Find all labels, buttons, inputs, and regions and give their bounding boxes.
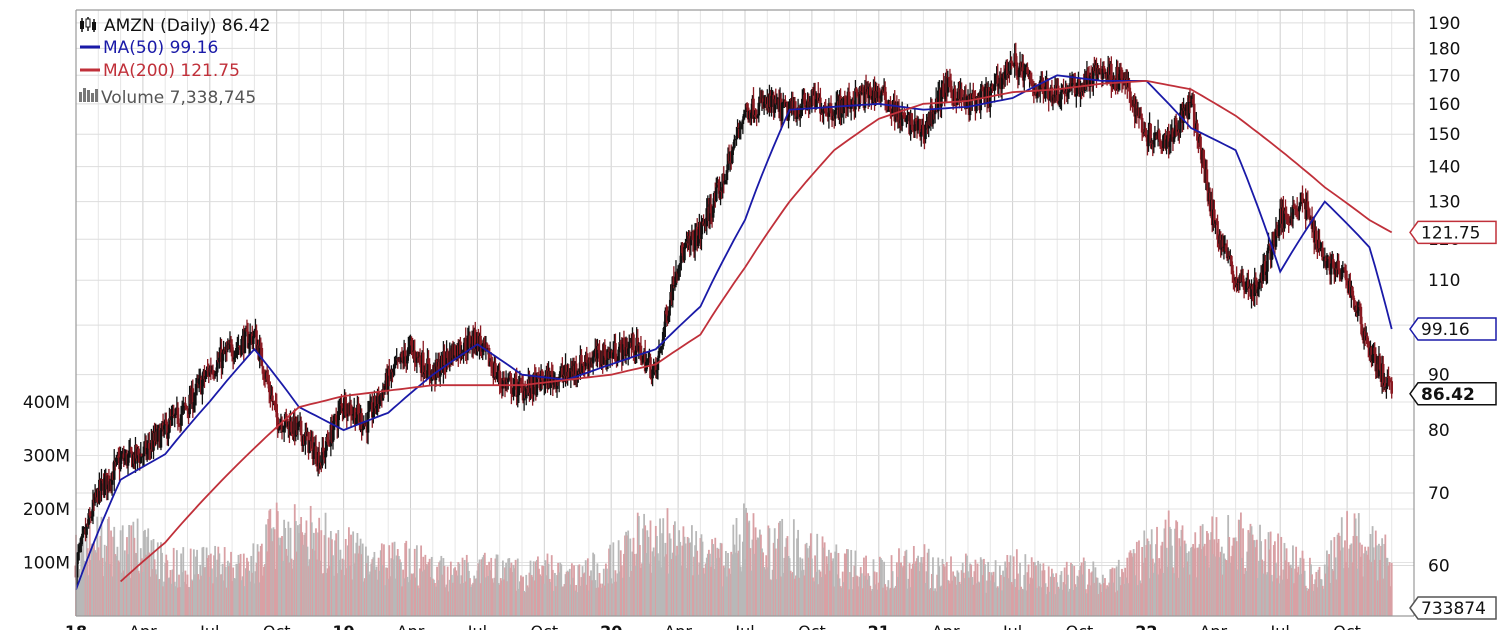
- x-tick-label: Oct: [530, 622, 558, 630]
- legend-price-value: 86.42: [222, 16, 271, 36]
- price-tick-label: 60: [1428, 557, 1450, 577]
- volume-bar: [1391, 563, 1393, 616]
- price-tick-label: 110: [1428, 271, 1460, 291]
- x-tick-label: Oct: [263, 622, 291, 630]
- volume-tick-label: 400M: [23, 393, 70, 413]
- legend-ma50-value: 99.16: [170, 38, 219, 58]
- price-tick-label: 170: [1428, 66, 1460, 86]
- price-tick-label: 70: [1428, 484, 1450, 504]
- legend-entry-ma200: MA(200) 121.75: [80, 61, 240, 81]
- price-tick-label: 130: [1428, 193, 1460, 213]
- x-tick-label: Jul: [734, 622, 754, 630]
- legend-ma200-label: MA(200): [103, 61, 175, 81]
- legend-entry-volume: Volume 7,338,745: [79, 88, 256, 108]
- x-tick-label: Jul: [1270, 622, 1290, 630]
- price-tick-label: 80: [1428, 421, 1450, 441]
- x-tick-label: Apr: [1199, 622, 1227, 630]
- volume-tick-label: 100M: [23, 554, 70, 574]
- legend-volume-value: 7,338,745: [170, 88, 257, 108]
- x-tick-label: Apr: [932, 622, 960, 630]
- x-tick-label: Apr: [397, 622, 425, 630]
- ma50-value-box: 99.16: [1410, 318, 1496, 340]
- x-tick-label: Oct: [1333, 622, 1361, 630]
- x-tick-label: 18: [65, 622, 87, 630]
- legend-price-label: AMZN (Daily): [104, 16, 216, 36]
- ma200-value-box: 121.75: [1410, 221, 1496, 243]
- legend-volume-label: Volume: [101, 88, 164, 108]
- x-tick-label: 21: [868, 622, 890, 630]
- x-tick-label: Oct: [1066, 622, 1094, 630]
- price-tick-label: 190: [1428, 14, 1460, 34]
- x-tick-label: 20: [600, 622, 622, 630]
- price-tick-label: 140: [1428, 158, 1460, 178]
- price-tick-label: 180: [1428, 39, 1460, 59]
- x-tick-label: Jul: [1002, 622, 1022, 630]
- x-tick-label: 22: [1135, 622, 1157, 630]
- volume-tick-label: 200M: [23, 500, 70, 520]
- price-tick-label: 150: [1428, 125, 1460, 145]
- x-tick-label: 19: [332, 622, 354, 630]
- legend-entry-price: AMZN (Daily) 86.42: [80, 16, 270, 36]
- last-price-box: 86.42: [1410, 383, 1496, 405]
- price-tick-label: 160: [1428, 95, 1460, 115]
- x-tick-label: Apr: [129, 622, 157, 630]
- x-tick-label: Apr: [664, 622, 692, 630]
- x-tick-label: Oct: [798, 622, 826, 630]
- legend-ma200-value: 121.75: [180, 61, 239, 81]
- x-tick-label: Jul: [199, 622, 219, 630]
- candlestick-icon: [80, 17, 96, 32]
- volume-tick-label: 300M: [23, 447, 70, 467]
- x-tick-label: Jul: [467, 622, 487, 630]
- volume-value-box: 733874: [1410, 597, 1496, 619]
- legend-ma50-label: MA(50): [103, 38, 164, 58]
